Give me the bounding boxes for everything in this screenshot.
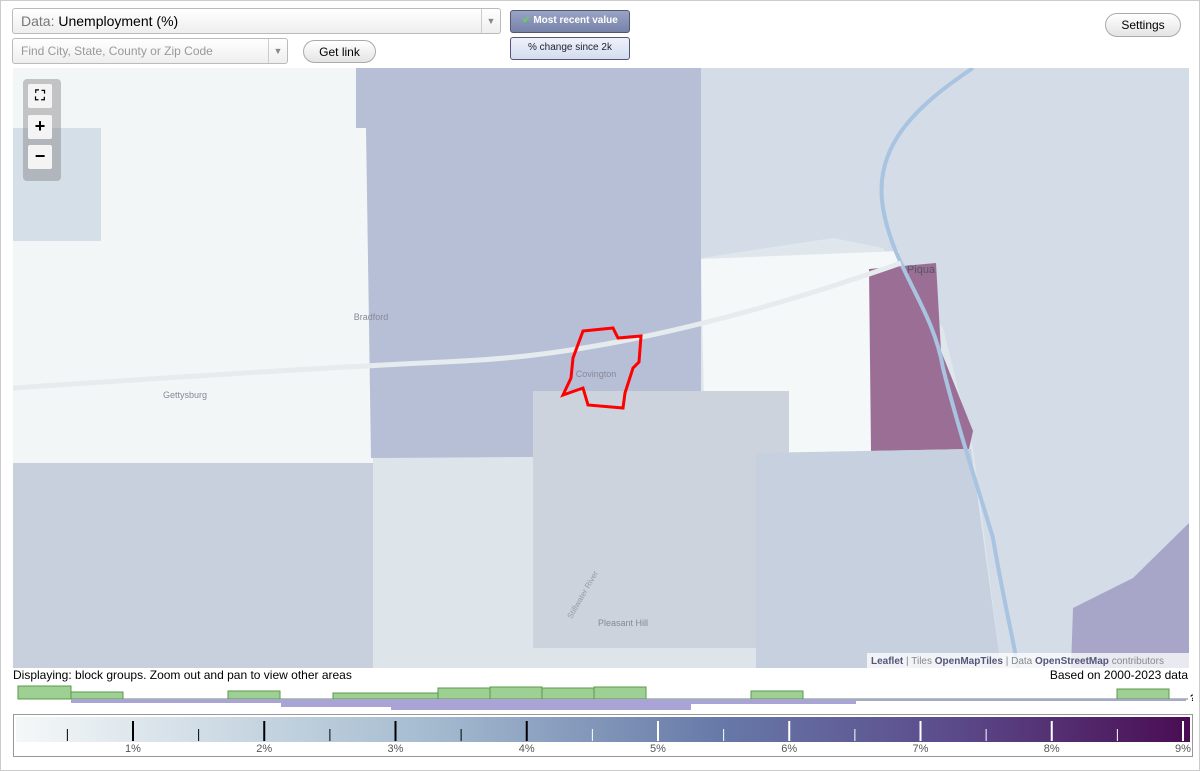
histogram-bar <box>1116 688 1170 700</box>
region <box>1071 523 1189 668</box>
tiles-label: Tiles <box>911 656 932 667</box>
place-label: Piqua <box>907 264 936 276</box>
legend-label: 2% <box>256 743 272 755</box>
fullscreen-button[interactable]: ⛶ <box>28 84 52 108</box>
data-value: Unemployment (%) <box>58 13 179 29</box>
unknown-marker: ? <box>1190 693 1193 703</box>
legend-label: 6% <box>781 743 797 755</box>
histogram-bar <box>489 686 543 700</box>
river <box>879 68 1020 668</box>
zoom-in-button[interactable]: + <box>28 115 52 139</box>
histogram-bar <box>71 699 281 703</box>
legend-label: 4% <box>519 743 535 755</box>
legend-scale: 1% 2% 3% 4% 5% 6% 7% 8% 9% <box>16 717 1191 755</box>
zoom-control: ⛶ + − <box>23 79 61 181</box>
separator: | <box>906 656 909 667</box>
legend-label: 5% <box>650 743 666 755</box>
dropdown-arrow: ▼ <box>268 39 287 63</box>
status-text: Displaying: block groups. Zoom out and p… <box>13 668 352 682</box>
histogram-bar <box>281 699 391 707</box>
data-label: Data: <box>21 13 55 29</box>
leaflet-link[interactable]: Leaflet <box>871 656 904 667</box>
histogram-bar <box>227 690 281 700</box>
place-label: Bradford <box>354 312 389 322</box>
zoom-out-button[interactable]: − <box>28 145 52 169</box>
histogram-bar <box>750 690 804 700</box>
most-recent-toggle[interactable]: ✔ Most recent value <box>510 10 630 33</box>
histogram-bar <box>541 687 595 700</box>
legend-label: 1% <box>125 743 141 755</box>
selected-area-outline <box>560 326 643 410</box>
data-select[interactable]: Data: Unemployment (%) ▼ <box>12 8 501 34</box>
legend: 1% 2% 3% 4% 5% 6% 7% 8% 9% <box>13 714 1193 757</box>
data-range-text: Based on 2000-2023 data <box>1049 668 1188 682</box>
legend-gradient <box>16 717 1190 742</box>
settings-button[interactable]: Settings <box>1105 13 1181 37</box>
search-placeholder: Find City, State, County or Zip Code <box>21 44 213 58</box>
histogram-bar <box>17 685 72 700</box>
legend-label: 8% <box>1044 743 1060 755</box>
histogram-bar <box>856 699 1186 701</box>
histogram-bar <box>437 687 491 700</box>
legend-label: 3% <box>388 743 404 755</box>
legend-label: 9% <box>1175 743 1191 755</box>
region <box>13 463 373 668</box>
attribution-text: Leaflet | Tiles OpenMapTiles | Data Open… <box>871 656 1164 667</box>
separator: | <box>1006 656 1009 667</box>
dropdown-arrow: ▼ <box>481 9 500 33</box>
change-toggle[interactable]: % change since 2k <box>510 37 630 60</box>
region <box>869 263 973 451</box>
search-box[interactable]: Find City, State, County or Zip Code ▼ <box>12 38 288 64</box>
region <box>533 391 789 648</box>
place-label: Gettysburg <box>163 390 207 400</box>
attribution: Leaflet | Tiles OpenMapTiles | Data Open… <box>867 653 1189 668</box>
histogram-bar <box>391 699 691 710</box>
legend-label: 7% <box>913 743 929 755</box>
histogram: ? <box>17 685 1193 710</box>
data-label: Data <box>1011 656 1033 667</box>
histogram-bar <box>593 686 647 700</box>
place-label: Covington <box>576 369 617 379</box>
region <box>13 68 373 463</box>
region <box>701 68 1189 668</box>
check-icon: ✔ <box>522 15 531 26</box>
map[interactable]: Bradford Gettysburg Covington Piqua Plea… <box>13 68 1189 668</box>
tiles-link[interactable]: OpenMapTiles <box>935 656 1004 667</box>
road <box>13 260 902 391</box>
histogram-bar <box>70 691 124 700</box>
region <box>13 128 101 241</box>
attribution-background <box>867 653 1189 668</box>
data-link[interactable]: OpenStreetMap <box>1035 656 1109 667</box>
place-label: Pleasant Hill <box>598 618 648 628</box>
attribution-suffix: contributors <box>1112 656 1164 667</box>
histogram-bar <box>332 692 439 700</box>
histogram-bar <box>691 699 856 704</box>
most-recent-text: Most recent value <box>533 15 618 26</box>
get-link-button[interactable]: Get link <box>303 40 376 63</box>
region <box>756 449 1001 668</box>
